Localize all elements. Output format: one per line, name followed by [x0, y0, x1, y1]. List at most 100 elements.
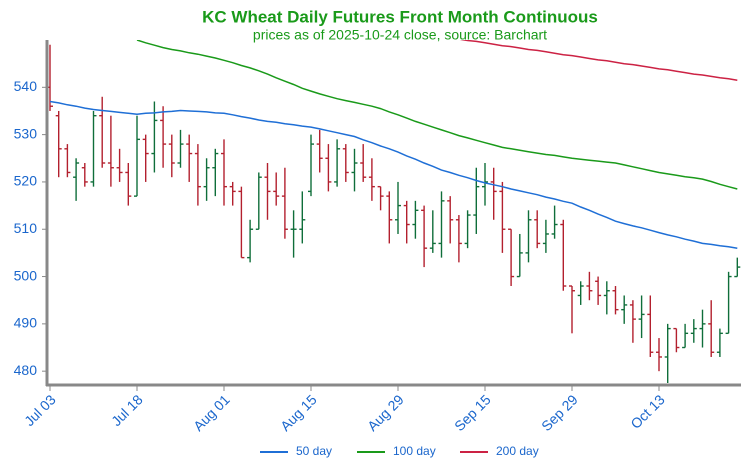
x-tick-label: Aug 29: [364, 391, 407, 434]
ohlc-bar: [429, 210, 436, 253]
ohlc-bar: [212, 148, 219, 197]
ohlc-bar: [516, 233, 523, 278]
x-tick-label: Jul 18: [108, 391, 146, 429]
ohlc-bar: [316, 129, 323, 173]
ohlc-bar: [508, 228, 515, 287]
ohlc-bar: [247, 219, 254, 263]
ohlc-bar: [360, 144, 367, 182]
ohlc-bar: [351, 148, 358, 192]
ohlc-bar: [73, 158, 80, 201]
ohlc-bar: [55, 110, 62, 178]
ohlc-bar: [81, 163, 88, 187]
ohlc-bar: [499, 181, 506, 253]
ohlc-bar: [177, 129, 184, 168]
ohlc-bar: [560, 219, 567, 291]
ohlc-bar: [586, 271, 593, 301]
ohlc-bar: [708, 300, 715, 357]
ohlc-bar: [647, 295, 654, 357]
ohlc-bar: [551, 205, 558, 239]
x-tick-label: Aug 15: [277, 391, 320, 434]
x-tick-label: Sep 15: [451, 391, 494, 434]
ohlc-bar: [455, 215, 462, 263]
ohlc-bar: [160, 106, 167, 168]
ohlc-bar: [116, 148, 123, 182]
ohlc-bar: [699, 309, 706, 348]
ohlc-bar: [421, 205, 428, 268]
ohlc-bar: [342, 144, 349, 182]
ohlc-bar: [264, 163, 271, 220]
ohlc-bar: [438, 191, 445, 258]
y-tick-label: 490: [14, 315, 38, 331]
ohlc-bar: [299, 191, 306, 244]
ohlc-bar: [194, 144, 201, 206]
ohlc-bar: [490, 167, 497, 220]
ohlc-bar: [238, 186, 245, 259]
ma-line: [49, 100, 738, 249]
ohlc-bar: [621, 295, 628, 324]
ohlc-bar: [403, 200, 410, 244]
legend-label: 200 day: [496, 444, 539, 458]
ohlc-bar: [734, 257, 741, 278]
ma-line: [459, 40, 738, 81]
ohlc-bar: [725, 271, 732, 335]
ohlc-bar: [638, 295, 645, 339]
ohlc-bar: [525, 210, 532, 263]
ohlc-bar: [255, 172, 262, 230]
ohlc-bar: [569, 285, 575, 334]
ohlc-bar: [273, 172, 280, 206]
ohlc-bar: [595, 276, 602, 305]
ohlc-bar: [447, 196, 454, 244]
legend-label: 50 day: [296, 444, 332, 458]
ohlc-bar: [603, 281, 610, 315]
ohlc-bar: [221, 139, 227, 206]
ohlc-bar: [168, 134, 175, 178]
ohlc-bar: [482, 163, 488, 206]
ohlc-bar: [534, 210, 541, 249]
ohlc-bar: [395, 181, 401, 234]
ohlc-bar: [281, 167, 288, 239]
ohlc-bar: [412, 200, 419, 239]
ohlc-bar: [308, 134, 314, 197]
ohlc-bar: [656, 338, 662, 372]
ohlc-bar: [716, 328, 723, 357]
ohlc-bar: [290, 210, 297, 258]
x-tick-label: Aug 01: [190, 391, 233, 434]
ohlc-bar: [473, 167, 480, 234]
y-tick-label: 540: [14, 78, 38, 94]
ohlc-bar: [368, 158, 375, 201]
x-tick-label: Oct 13: [627, 391, 668, 432]
ohlc-bar: [107, 115, 114, 187]
ohlc-bar: [203, 158, 210, 201]
ohlc-bar: [629, 300, 636, 343]
ohlc-bar: [142, 134, 149, 182]
legend-label: 100 day: [393, 444, 436, 458]
ohlc-bar: [99, 96, 106, 168]
y-tick-label: 520: [14, 173, 38, 189]
ohlc-bar: [386, 191, 393, 244]
ohlc-bar: [64, 144, 71, 178]
ma-line: [136, 40, 738, 190]
ohlc-bar: [464, 210, 471, 249]
x-tick-label: Sep 29: [538, 391, 581, 434]
ohlc-bar: [682, 323, 689, 349]
ohlc-bar: [90, 110, 97, 187]
ohlc-bar: [612, 286, 619, 315]
ohlc-bar: [577, 281, 584, 305]
chart-title: KC Wheat Daily Futures Front Month Conti…: [202, 7, 598, 26]
plot-area: [48, 40, 741, 383]
ohlc-bar: [186, 134, 193, 182]
ohlc-bar: [134, 115, 140, 197]
y-tick-label: 530: [14, 125, 38, 141]
ohlc-bar: [377, 185, 384, 211]
ohlc-bar: [664, 323, 671, 383]
chart-subtitle: prices as of 2025-10-24 close, source: B…: [253, 27, 547, 43]
ohlc-bar: [325, 144, 332, 192]
ohlc-bar: [125, 163, 132, 206]
ohlc-bar: [542, 219, 549, 253]
ohlc-bar: [229, 181, 236, 206]
ohlc-bar: [690, 319, 697, 343]
y-tick-label: 480: [14, 362, 38, 378]
y-tick-label: 500: [14, 267, 38, 283]
ohlc-bar: [334, 139, 341, 187]
x-tick-label: Jul 03: [21, 391, 59, 429]
